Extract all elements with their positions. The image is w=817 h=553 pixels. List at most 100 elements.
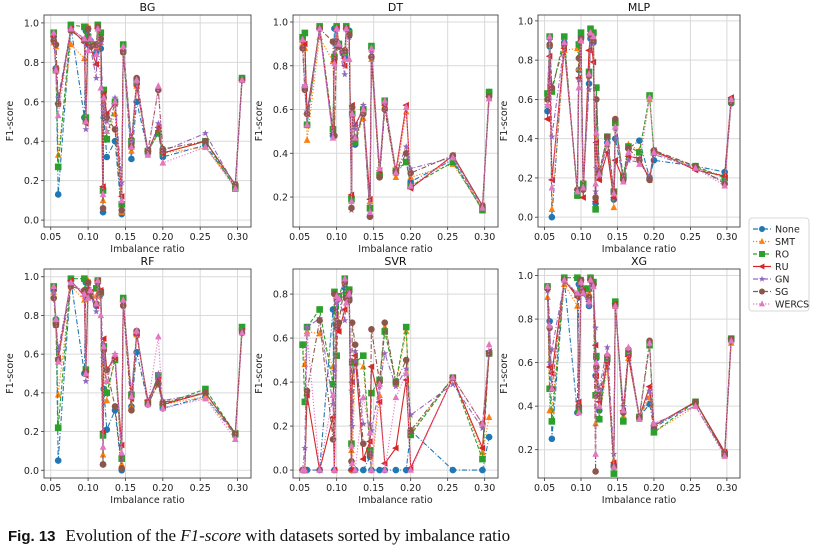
y-tick-label: 0.4 — [24, 137, 39, 148]
data-point — [646, 172, 653, 179]
x-tick-label: 0.15 — [607, 232, 628, 243]
data-point — [646, 339, 653, 346]
data-point — [144, 151, 152, 158]
data-point — [375, 398, 383, 406]
data-point — [368, 53, 375, 61]
data-point — [351, 347, 359, 355]
data-point — [625, 145, 632, 152]
data-point — [402, 149, 410, 157]
data-point — [316, 306, 323, 313]
x-tick-label: 0.25 — [680, 232, 701, 243]
data-point — [82, 117, 90, 125]
data-point — [546, 321, 553, 329]
data-point — [636, 137, 643, 144]
data-point — [348, 319, 356, 326]
y-tick-label: 0.2 — [24, 427, 39, 438]
data-point — [577, 278, 585, 285]
data-point — [329, 134, 337, 141]
data-point — [592, 468, 599, 475]
data-point — [155, 130, 162, 137]
data-point — [579, 289, 587, 296]
data-point — [331, 59, 338, 67]
data-point — [591, 341, 599, 349]
data-point — [97, 29, 105, 37]
y-tick-label: 0.2 — [24, 176, 39, 187]
data-point — [611, 115, 619, 123]
x-tick-label: 0.10 — [326, 483, 347, 494]
y-tick-label: 1.0 — [24, 18, 39, 29]
data-point — [646, 387, 653, 394]
data-point — [99, 335, 107, 342]
data-point — [351, 341, 359, 348]
data-point — [592, 139, 600, 146]
data-point — [360, 466, 367, 474]
data-point — [111, 97, 119, 105]
series-ru — [298, 25, 492, 210]
data-point — [575, 83, 583, 91]
data-point — [348, 104, 356, 111]
data-point — [100, 93, 108, 101]
series-ro — [544, 25, 735, 213]
data-point — [87, 34, 94, 42]
data-point — [81, 23, 88, 31]
y-tick-label: 0.8 — [518, 56, 533, 67]
data-point — [595, 176, 602, 184]
x-axis-label: Imbalance ratio — [110, 244, 185, 255]
series-line — [546, 34, 732, 198]
data-point — [479, 204, 486, 211]
series-line — [53, 280, 243, 453]
series-none — [544, 276, 735, 469]
legend-label: None — [775, 225, 800, 236]
data-point — [301, 466, 309, 473]
series-sg — [50, 279, 246, 472]
data-point — [485, 433, 493, 441]
data-point — [303, 120, 311, 128]
series-sg — [50, 23, 246, 214]
data-point — [82, 125, 90, 133]
data-point — [341, 279, 349, 287]
series-smt — [50, 276, 246, 468]
data-point — [351, 134, 359, 141]
caption-text-before: Evolution of the — [65, 526, 181, 545]
data-point — [392, 466, 400, 474]
data-point — [560, 275, 568, 283]
data-point — [646, 176, 653, 184]
y-tick-label: 0.2 — [273, 422, 288, 433]
data-point — [97, 35, 105, 42]
data-point — [238, 76, 246, 83]
y-tick-label: 0.2 — [518, 445, 533, 456]
x-tick-label: 0.05 — [289, 483, 310, 494]
subplot-title: DT — [388, 1, 403, 14]
x-tick-label: 0.05 — [40, 483, 61, 494]
data-point — [402, 369, 410, 376]
series-smt — [50, 22, 246, 215]
data-point — [128, 147, 135, 154]
data-point — [67, 40, 75, 48]
data-point — [111, 403, 119, 410]
data-point — [359, 101, 367, 109]
data-point — [316, 317, 323, 324]
series-wercs — [50, 276, 246, 456]
data-point — [727, 95, 735, 103]
data-point — [611, 298, 619, 305]
data-point — [575, 402, 583, 410]
data-point — [366, 208, 374, 216]
data-point — [574, 192, 581, 199]
data-point — [479, 455, 486, 463]
data-point — [592, 194, 599, 201]
data-point — [54, 163, 62, 171]
data-point — [636, 415, 643, 422]
data-point — [595, 415, 603, 423]
data-point — [331, 466, 338, 473]
data-point — [303, 323, 311, 330]
data-point — [329, 435, 337, 443]
series-ro — [50, 21, 246, 208]
data-point — [610, 203, 618, 211]
x-tick-label: 0.10 — [78, 232, 99, 243]
data-point — [485, 350, 493, 357]
data-point — [348, 109, 356, 117]
data-point — [603, 350, 611, 357]
y-tick-label: 0.6 — [518, 95, 533, 106]
data-point — [97, 84, 105, 91]
subplot-bg: 0.05 0.10 0.15 0.20 0.25 0.30 0.0 0.2 0.4 0.6 0.8 1… — [5, 1, 252, 255]
